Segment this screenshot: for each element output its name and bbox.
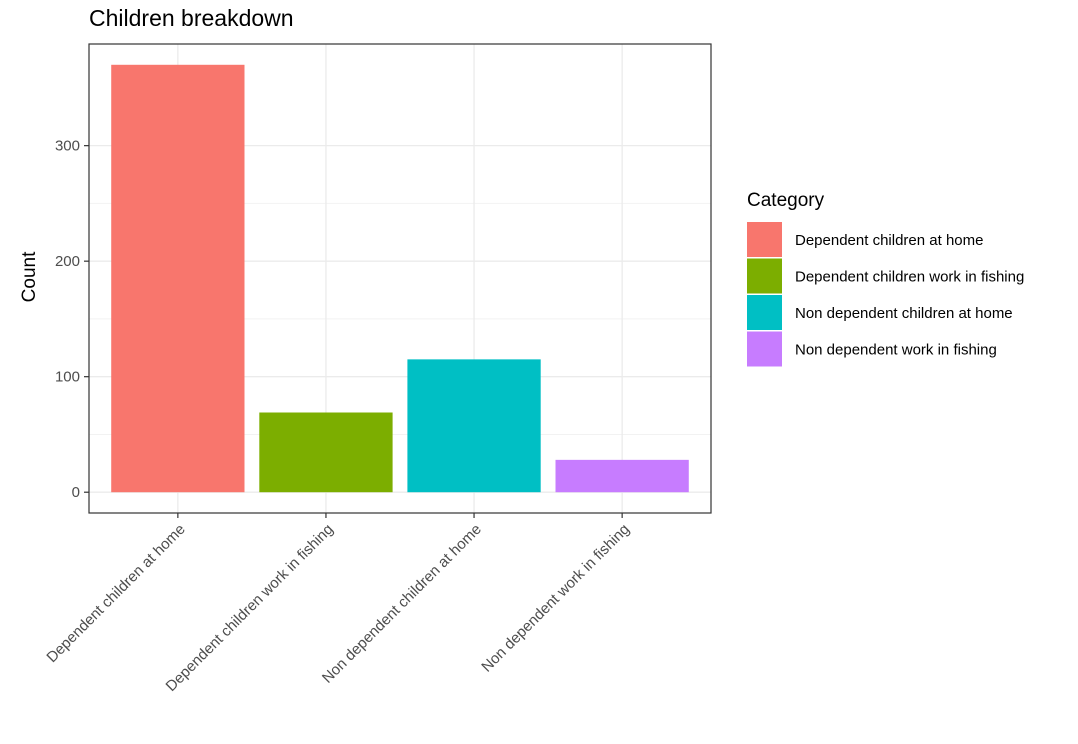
legend-label: Dependent children work in fishing: [795, 269, 1024, 286]
y-tick-label: 300: [55, 138, 80, 155]
chart-title: Children breakdown: [89, 5, 294, 31]
y-tick-label: 100: [55, 369, 80, 386]
legend-key-2: [747, 258, 782, 294]
y-tick-label: 0: [72, 484, 80, 501]
legend-title: Category: [747, 190, 825, 211]
legend-label: Non dependent work in fishing: [795, 342, 997, 359]
x-tick-label: Dependent children work in fishing: [163, 521, 337, 695]
bars: [111, 64, 689, 493]
legend-key-4: [747, 331, 782, 367]
x-tick-label: Non dependent children at home: [319, 521, 485, 687]
y-tick-label: 200: [55, 253, 80, 270]
bar-3: [407, 359, 541, 493]
x-tick-label: Dependent children at home: [43, 521, 188, 666]
legend-key-1: [747, 222, 782, 257]
legend: Category Dependent children at home Depen…: [747, 190, 1024, 367]
bar-4: [555, 459, 689, 493]
bar-2: [259, 412, 393, 493]
legend-key-3: [747, 295, 782, 330]
legend-label: Non dependent children at home: [795, 305, 1013, 322]
legend-label: Dependent children at home: [795, 232, 983, 249]
bar-1: [111, 64, 245, 493]
x-tick-label: Non dependent work in fishing: [478, 521, 633, 676]
y-axis-title: Count: [19, 251, 40, 302]
plot-panel-border: [88, 43, 712, 514]
